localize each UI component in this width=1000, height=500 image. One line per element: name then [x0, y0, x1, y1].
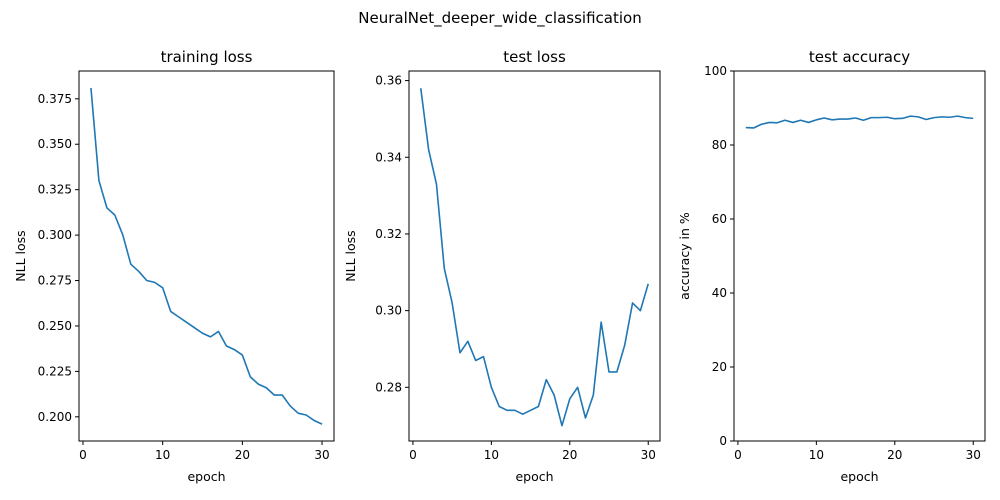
x-axis-label: epoch: [515, 469, 553, 484]
y-tick-label: 60: [712, 212, 727, 226]
figure-title: NeuralNet_deeper_wide_classification: [358, 9, 641, 28]
x-tick-label: 20: [235, 448, 250, 462]
y-tick-label: 0.34: [375, 150, 402, 164]
y-tick-label: 0.30: [375, 304, 402, 318]
subplot-title: test loss: [503, 48, 566, 66]
plot-frame: [733, 70, 986, 442]
y-tick-label: 0.300: [38, 228, 72, 242]
subplot-3: 0 10 20 30 0 20 40 60 80 100 test accuracy epoch acc…: [677, 48, 986, 484]
y-tick-label: 0.250: [38, 319, 72, 333]
y-tick-label: 0.28: [375, 380, 402, 394]
y-axis-label: accuracy in %: [677, 212, 692, 300]
y-tick-label: 0.275: [38, 274, 72, 288]
plot-frame: [78, 70, 335, 442]
y-tick-label: 0.325: [38, 183, 72, 197]
x-tick-label: 0: [734, 448, 742, 462]
x-tick-label: 0: [409, 448, 417, 462]
y-tick-label: 0.350: [38, 137, 72, 151]
y-tick-label: 20: [712, 360, 727, 374]
subplot-1: 0 10 20 30 0.200 0.225 0.250 0.275 0.300 0.325 0.3…: [13, 48, 335, 484]
plot-frame: [408, 70, 661, 442]
subplot-title: test accuracy: [809, 48, 910, 66]
x-axis-label: epoch: [187, 469, 225, 484]
x-tick-label: 20: [887, 448, 902, 462]
y-tick-label: 0.36: [375, 74, 402, 88]
series-line: [90, 87, 323, 425]
x-tick-label: 30: [314, 448, 329, 462]
y-axis-label: NLL loss: [343, 230, 358, 281]
x-tick-label: 20: [562, 448, 577, 462]
subplot-2: 0 10 20 30 0.28 0.30 0.32 0.34 0.36 test loss epoc…: [343, 48, 661, 484]
y-tick-label: 0: [719, 434, 727, 448]
x-tick-label: 0: [79, 448, 87, 462]
y-tick-label: 0.200: [38, 410, 72, 424]
y-tick-label: 0.32: [375, 227, 402, 241]
series-line: [419, 88, 649, 427]
y-tick-label: 0.375: [38, 92, 72, 106]
x-tick-label: 10: [484, 448, 499, 462]
subplot-title: training loss: [161, 48, 253, 66]
x-tick-label: 10: [155, 448, 170, 462]
x-tick-label: 30: [641, 448, 656, 462]
y-tick-label: 0.225: [38, 364, 72, 378]
x-tick-label: 10: [809, 448, 824, 462]
y-tick-label: 40: [712, 286, 727, 300]
y-tick-label: 100: [704, 64, 727, 78]
x-tick-label: 30: [966, 448, 981, 462]
y-tick-label: 80: [712, 138, 727, 152]
subplots: 0 10 20 300.2000.2250.2500.2750.3000.3250.3…: [13, 48, 986, 484]
series-line: [745, 115, 974, 129]
y-axis-label: NLL loss: [13, 230, 28, 281]
x-axis-label: epoch: [840, 469, 878, 484]
